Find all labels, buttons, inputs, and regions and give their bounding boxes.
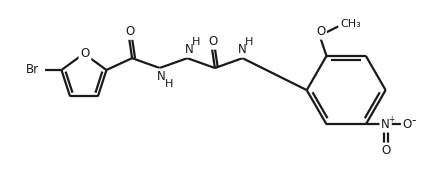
Text: O: O [208, 35, 217, 48]
Text: N: N [238, 43, 247, 56]
Text: O: O [381, 144, 390, 157]
Text: O: O [403, 118, 412, 131]
Text: -: - [411, 114, 415, 127]
Text: CH₃: CH₃ [340, 20, 361, 29]
Text: H: H [165, 79, 173, 89]
Text: N: N [157, 70, 166, 83]
Text: O: O [81, 47, 90, 60]
Text: O: O [316, 25, 325, 38]
Text: O: O [125, 25, 135, 38]
Text: N: N [185, 43, 194, 56]
Text: H: H [192, 37, 200, 47]
Text: H: H [245, 37, 253, 47]
Text: +: + [389, 115, 395, 124]
Text: Br: Br [26, 64, 39, 76]
Text: N: N [381, 118, 390, 131]
